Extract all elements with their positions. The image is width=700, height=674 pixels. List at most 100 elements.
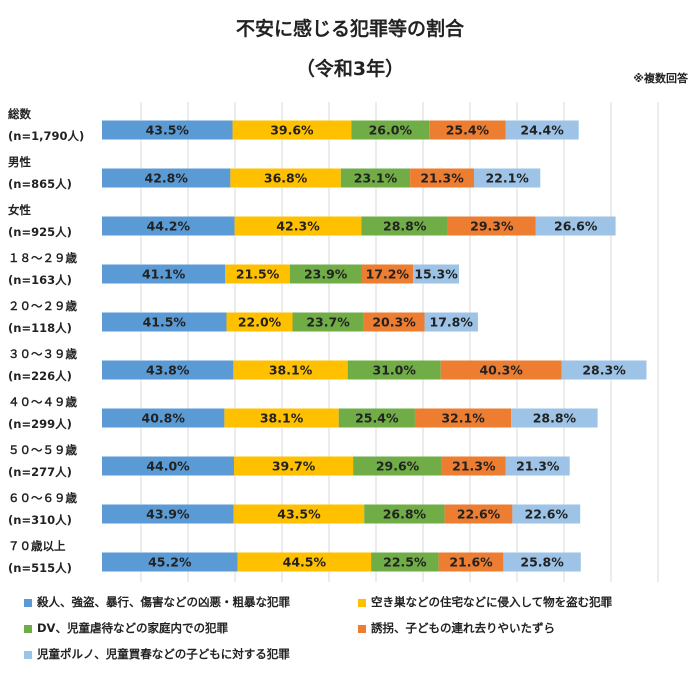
bar-segment (237, 552, 372, 572)
bar-segment (102, 408, 225, 428)
bar-segment (444, 504, 513, 524)
data-label: 26.8% (383, 507, 427, 522)
category-sample-size: (n=310人) (8, 513, 72, 527)
data-label: 40.3% (479, 363, 523, 378)
bar-segment (338, 408, 415, 428)
data-label: 44.2% (147, 219, 191, 234)
bar-segment (233, 360, 348, 380)
data-label: 22.6% (525, 507, 569, 522)
data-label: 32.1% (441, 411, 485, 426)
data-label: 40.8% (142, 411, 186, 426)
bar-segment (102, 504, 234, 524)
data-label: 21.6% (449, 555, 493, 570)
bar-segment (292, 312, 364, 332)
legend-item-burglary: 空き巣などの住宅などに侵入して物を盗む犯罪 (358, 594, 612, 610)
data-label: 22.1% (485, 171, 529, 186)
data-label: 43.5% (146, 123, 190, 138)
data-label: 38.1% (260, 411, 304, 426)
bar-segment (505, 456, 570, 476)
data-label: 21.3% (452, 459, 496, 474)
data-label: 17.8% (430, 315, 474, 330)
category-label: ７０歳以上 (8, 539, 66, 553)
legend-swatch (358, 624, 366, 633)
category-sample-size: (n=925人) (8, 225, 72, 239)
data-label: 25.8% (520, 555, 564, 570)
bar-segment (224, 408, 339, 428)
bar-segment (441, 456, 506, 476)
bar-segment (512, 504, 581, 524)
legend-item-kidnapping: 誘拐、子どもの連れ去りやいたずら (358, 620, 555, 636)
legend-item-violent-crime: 殺人、強盗、暴行、傷害などの凶悪・粗暴な犯罪 (24, 594, 290, 610)
data-label: 43.8% (146, 363, 190, 378)
bar-segment (102, 168, 231, 188)
legend-swatch (24, 624, 32, 633)
bar-segment (364, 504, 445, 524)
bar-segment (440, 360, 562, 380)
bar-segment (438, 552, 504, 572)
data-label: 44.5% (283, 555, 327, 570)
bar-segment (353, 456, 442, 476)
bar-segment (414, 408, 512, 428)
legend-label: 空き巣などの住宅などに侵入して物を盗む犯罪 (371, 595, 613, 609)
bar-segment (429, 120, 506, 140)
bar-segment (503, 552, 581, 572)
bar-segment (234, 216, 362, 236)
bar-segment (474, 168, 541, 188)
category-label: 総数 (8, 107, 31, 121)
data-label: 22.6% (457, 507, 501, 522)
data-label: 28.3% (582, 363, 626, 378)
bar-segment (447, 216, 536, 236)
category-label: ５０～５９歳 (8, 443, 77, 457)
data-label: 31.0% (373, 363, 417, 378)
bar-segment (371, 552, 439, 572)
category-sample-size: (n=163人) (8, 273, 72, 287)
category-sample-size: (n=118人) (8, 321, 72, 335)
data-label: 41.5% (143, 315, 187, 330)
data-label: 22.0% (238, 315, 282, 330)
legend-item-child-exploitation: 児童ポルノ、児童買春などの子どもに対する犯罪 (24, 646, 290, 662)
category-sample-size: (n=299人) (8, 417, 72, 431)
category-sample-size: (n=1,790人) (8, 129, 84, 143)
data-label: 41.1% (142, 267, 186, 282)
data-label: 39.7% (272, 459, 316, 474)
data-label: 21.5% (236, 267, 280, 282)
bar-segment (102, 264, 226, 284)
bar-segment (535, 216, 616, 236)
data-label: 29.6% (376, 459, 420, 474)
bar-segment (511, 408, 598, 428)
bar-segment (413, 264, 459, 284)
data-label: 38.1% (269, 363, 313, 378)
legend-label: 殺人、強盗、暴行、傷害などの凶悪・粗暴な犯罪 (37, 595, 290, 609)
category-sample-size: (n=277人) (8, 465, 72, 479)
bar-segment (505, 120, 579, 140)
category-label: 女性 (8, 203, 31, 217)
data-label: 17.2% (366, 267, 410, 282)
bar-segment (102, 120, 233, 140)
data-label: 20.3% (372, 315, 416, 330)
bar-segment (102, 360, 234, 380)
data-label: 28.8% (533, 411, 577, 426)
bar-segment (102, 312, 227, 332)
bar-segment (289, 264, 362, 284)
legend-swatch (24, 650, 32, 659)
bar-segment (233, 504, 365, 524)
data-label: 43.5% (277, 507, 321, 522)
bar-segment (424, 312, 478, 332)
bar-segment (232, 120, 352, 140)
data-label: 36.8% (264, 171, 308, 186)
category-sample-size: (n=226人) (8, 369, 72, 383)
bar-segment (102, 456, 234, 476)
bar-segment (230, 168, 341, 188)
data-label: 29.3% (470, 219, 514, 234)
data-label: 22.5% (383, 555, 427, 570)
data-label: 23.1% (354, 171, 398, 186)
legend-swatch (358, 598, 366, 607)
bar-segment (351, 120, 430, 140)
category-label: ６０～６９歳 (8, 491, 77, 505)
legend-label: 誘拐、子どもの連れ去りやいたずら (371, 621, 555, 635)
bar-segment (361, 216, 448, 236)
bar-segment (226, 312, 293, 332)
data-label: 23.7% (306, 315, 350, 330)
data-label: 42.8% (145, 171, 189, 186)
